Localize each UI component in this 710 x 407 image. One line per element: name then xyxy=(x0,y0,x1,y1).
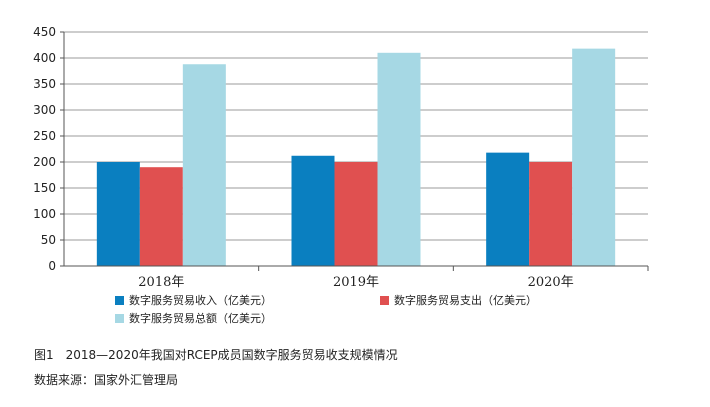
x-tick-label: 2018年 xyxy=(138,275,184,290)
bar-expense-2018年 xyxy=(139,167,183,266)
y-tick-label: 450 xyxy=(33,25,56,39)
bar-expense-2019年 xyxy=(334,162,378,266)
legend-item-total: 数字服务贸易总额（亿美元） xyxy=(115,310,272,326)
legend-item-income: 数字服务贸易收入（亿美元） xyxy=(115,292,272,308)
y-tick-label: 100 xyxy=(33,207,56,221)
y-tick-label: 350 xyxy=(33,77,56,91)
legend-swatch-expense xyxy=(380,295,389,305)
bar-expense-2020年 xyxy=(529,162,573,266)
y-axis-ticks: 0 50 100 150 200 250 300 350 400 450 xyxy=(33,25,56,273)
y-tick-label: 400 xyxy=(33,51,56,65)
x-tick-label: 2020年 xyxy=(528,275,574,290)
bar-income-2019年 xyxy=(291,155,335,266)
y-tick-label: 250 xyxy=(33,129,56,143)
y-tick-label: 0 xyxy=(48,259,56,273)
bar-total-2019年 xyxy=(377,52,421,266)
x-tick-label: 2019年 xyxy=(333,275,379,290)
axes xyxy=(63,32,648,267)
legend-swatch-total xyxy=(115,313,124,323)
y-tick-label: 200 xyxy=(33,155,56,169)
y-tick-label: 50 xyxy=(41,233,56,247)
legend-item-expense: 数字服务贸易支出（亿美元） xyxy=(380,292,537,308)
data-source: 数据来源：国家外汇管理局 xyxy=(34,373,179,387)
figure-caption: 图1 2018—2020年我国对RCEP成员国数字服务贸易收支规模情况 xyxy=(34,348,398,362)
y-tick-label: 150 xyxy=(33,181,56,195)
bars xyxy=(96,48,616,267)
legend-label-income: 数字服务贸易收入（亿美元） xyxy=(129,294,272,307)
legend-label-expense: 数字服务贸易支出（亿美元） xyxy=(394,294,537,307)
bar-total-2018年 xyxy=(182,64,226,267)
y-tick-label: 300 xyxy=(33,103,56,117)
bar-income-2018年 xyxy=(96,162,140,266)
bar-income-2020年 xyxy=(486,152,530,266)
legend-label-total: 数字服务贸易总额（亿美元） xyxy=(129,312,272,325)
bar-total-2020年 xyxy=(572,48,616,266)
x-axis-ticks: 2018年 2019年 2020年 xyxy=(138,266,649,290)
legend-swatch-income xyxy=(115,295,124,305)
